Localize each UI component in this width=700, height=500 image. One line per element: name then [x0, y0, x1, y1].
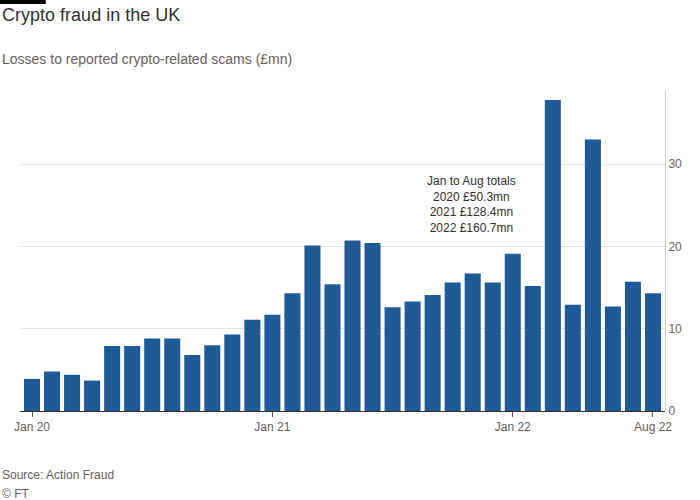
- svg-text:Losses to reported crypto-rela: Losses to reported crypto-related scams …: [2, 51, 292, 67]
- svg-text:Crypto fraud in the UK: Crypto fraud in the UK: [2, 5, 180, 25]
- svg-text:10: 10: [668, 322, 682, 336]
- svg-text:Jan 21: Jan 21: [254, 420, 290, 434]
- svg-text:20: 20: [668, 240, 682, 254]
- svg-text:Jan 20: Jan 20: [14, 420, 50, 434]
- svg-text:30: 30: [668, 157, 682, 171]
- svg-text:Source: Action Fraud: Source: Action Fraud: [2, 468, 114, 482]
- svg-text:Jan to Aug totals2020 £50.3mn2: Jan to Aug totals2020 £50.3mn2021 £128.4…: [427, 174, 516, 235]
- svg-text:0: 0: [668, 404, 675, 418]
- svg-text:Aug 22: Aug 22: [634, 420, 672, 434]
- svg-text:Jan 22: Jan 22: [495, 420, 531, 434]
- svg-text:© FT: © FT: [2, 487, 30, 500]
